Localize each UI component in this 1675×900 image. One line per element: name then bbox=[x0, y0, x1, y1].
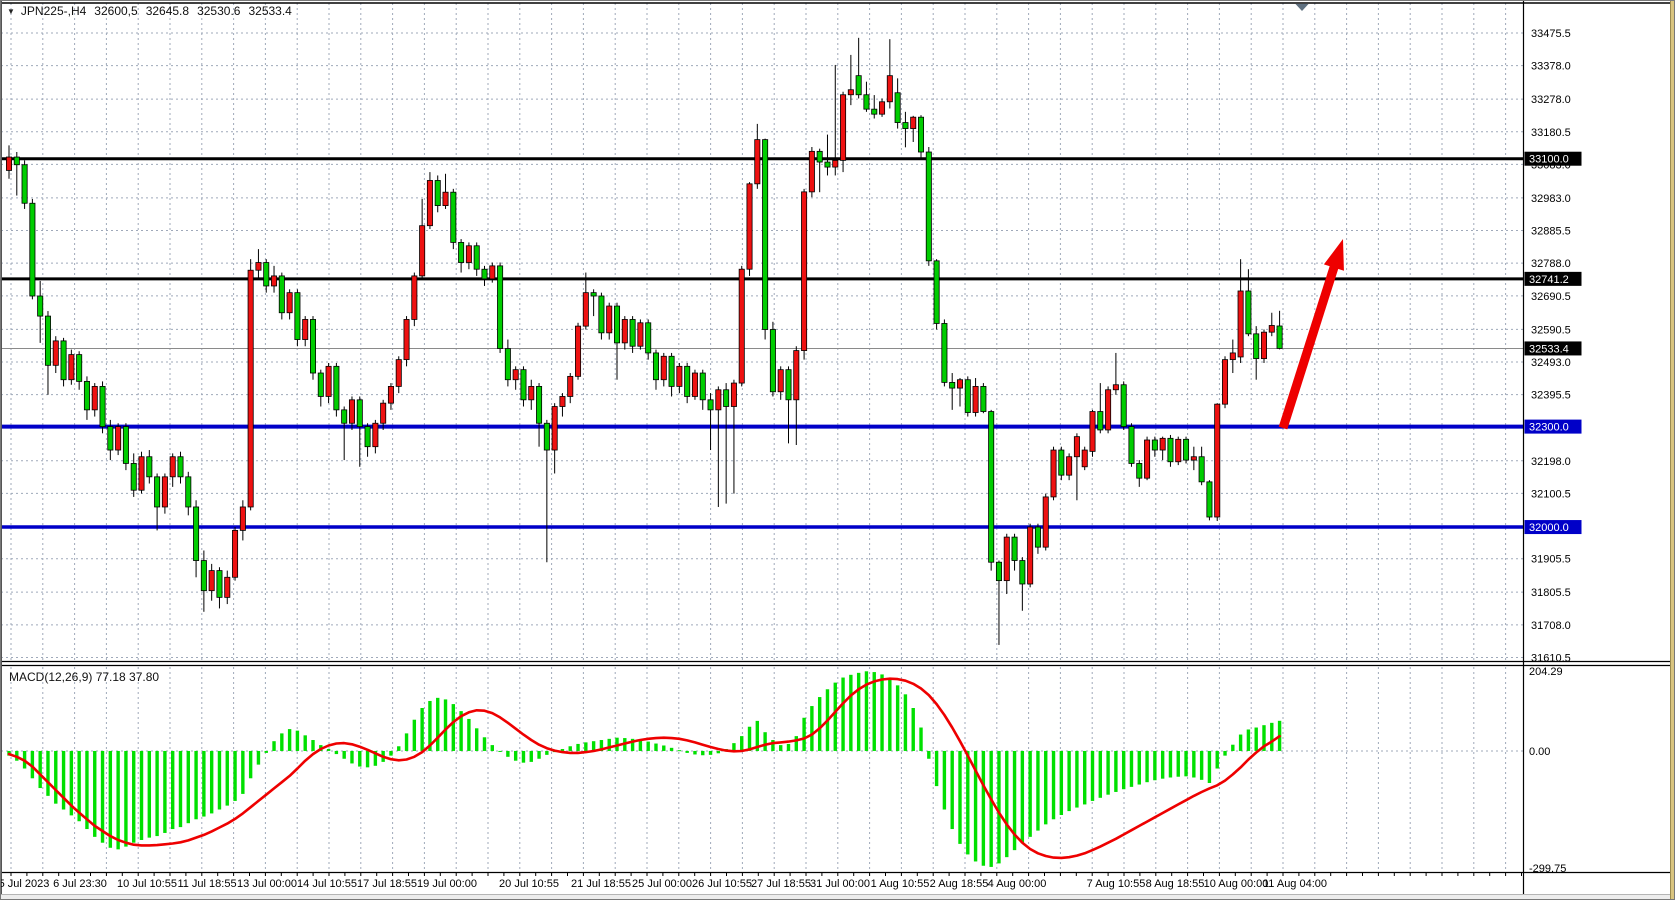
price-axis-label: 31805.5 bbox=[1531, 587, 1571, 599]
macd-layer[interactable] bbox=[7, 671, 1282, 867]
time-axis-label: 14 Jul 10:55 bbox=[297, 878, 357, 890]
price-axis-label: 33475.5 bbox=[1531, 28, 1571, 40]
price-axis-label: 33180.5 bbox=[1531, 127, 1571, 139]
svg-text:32741.2: 32741.2 bbox=[1529, 274, 1569, 286]
time-axis-label: 11 Jul 18:55 bbox=[177, 878, 236, 890]
ohlc-open: 32600,5 bbox=[94, 4, 138, 18]
time-axis-label: 17 Jul 18:55 bbox=[357, 878, 417, 890]
price-axis-label: 32885.5 bbox=[1531, 226, 1571, 238]
grid-layer bbox=[1, 3, 1523, 872]
price-axis-label: 32788.0 bbox=[1531, 258, 1571, 270]
price-tag-32300.0 bbox=[1524, 419, 1582, 434]
ohlc-low: 32530.6 bbox=[197, 4, 241, 18]
symbol-period-label: JPN225-,H4 bbox=[20, 4, 87, 18]
trend-arrow-annotation[interactable] bbox=[1278, 239, 1344, 430]
status-strip bbox=[1, 894, 1674, 899]
time-axis-label: 7 Aug 10:55 bbox=[1087, 878, 1146, 890]
chart-shift-marker-icon bbox=[1295, 4, 1309, 11]
macd-axis: 204.29 0.00 -299.75 bbox=[1529, 666, 1566, 875]
ohlc-close: 32533.4 bbox=[248, 4, 292, 18]
time-axis-label: 27 Jul 18:55 bbox=[751, 878, 811, 890]
macd-signal-line bbox=[7, 677, 1281, 860]
time-axis-label: 11 Aug 04:00 bbox=[1263, 878, 1327, 890]
symbol-dropdown-icon[interactable]: ▼ bbox=[7, 6, 15, 16]
price-axis-label: 31708.0 bbox=[1531, 620, 1571, 632]
time-axis-label: 8 Aug 18:55 bbox=[1146, 878, 1205, 890]
svg-text:32300.0: 32300.0 bbox=[1529, 422, 1569, 434]
time-axis-label: 21 Jul 18:55 bbox=[571, 878, 631, 890]
time-axis-label: 10 Jul 10:55 bbox=[117, 878, 177, 890]
price-tag-33100.0 bbox=[1524, 151, 1582, 166]
price-axis-label: 32395.5 bbox=[1531, 390, 1571, 402]
candles-layer[interactable] bbox=[6, 37, 1283, 645]
time-axis-label: 5 Jul 2023 bbox=[1, 878, 49, 890]
time-axis-label: 2 Aug 18:55 bbox=[930, 878, 989, 890]
ohlc-high: 32645.8 bbox=[145, 4, 190, 18]
price-axis-label: 33378.0 bbox=[1531, 61, 1571, 73]
time-axis-label: 6 Jul 23:30 bbox=[53, 878, 107, 890]
macd-axis-label: 0.00 bbox=[1529, 746, 1550, 758]
time-axis-label: 4 Aug 00:00 bbox=[988, 878, 1047, 890]
chart-title-bar: ▼ JPN225-,H4 32600,5 32645.8 32530.6 325… bbox=[7, 4, 292, 18]
price-axis-label: 32690.5 bbox=[1531, 291, 1571, 303]
price-tag-32741.2 bbox=[1524, 271, 1582, 286]
window-edge-strip[interactable] bbox=[1670, 1, 1674, 899]
price-axis-label: 31610.5 bbox=[1531, 652, 1571, 664]
price-axis-label: 32590.5 bbox=[1531, 324, 1571, 336]
time-axis[interactable]: 5 Jul 2023 6 Jul 23:30 10 Jul 10:55 11 Jul … bbox=[1, 872, 1522, 891]
price-axis-label: 32493.0 bbox=[1531, 357, 1571, 369]
svg-text:32533.4: 32533.4 bbox=[1529, 343, 1569, 355]
time-axis-label: 20 Jul 10:55 bbox=[499, 878, 559, 890]
time-axis-label: 25 Jul 00:00 bbox=[632, 878, 692, 890]
time-axis-label: 1 Aug 10:55 bbox=[871, 878, 930, 890]
price-axis-label: 32983.0 bbox=[1531, 193, 1571, 205]
time-axis-label: 26 Jul 10:55 bbox=[692, 878, 752, 890]
level-lines-layer[interactable] bbox=[1, 157, 1523, 529]
price-axis-label: 33278.0 bbox=[1531, 94, 1571, 106]
price-axis-label: 31905.5 bbox=[1531, 554, 1571, 566]
price-tag-32000.0 bbox=[1524, 520, 1582, 535]
time-axis-label: 31 Jul 00:00 bbox=[810, 878, 870, 890]
price-axis[interactable]: 33475.533378.033278.033180.533083.032983… bbox=[1524, 28, 1582, 665]
macd-axis-label: 204.29 bbox=[1529, 666, 1563, 678]
price-axis-label: 32100.5 bbox=[1531, 488, 1571, 500]
time-axis-label: 19 Jul 00:00 bbox=[417, 878, 477, 890]
macd-axis-label: -299.75 bbox=[1529, 863, 1566, 875]
svg-text:32000.0: 32000.0 bbox=[1529, 522, 1569, 534]
svg-text:33100.0: 33100.0 bbox=[1529, 154, 1569, 166]
time-axis-label: 13 Jul 00:00 bbox=[237, 878, 297, 890]
price-axis-label: 32198.0 bbox=[1531, 456, 1571, 468]
macd-indicator-label: MACD(12,26,9) 77.18 37.80 bbox=[9, 670, 160, 684]
price-tag-32533.4 bbox=[1524, 341, 1582, 356]
time-axis-label: 10 Aug 00:00 bbox=[1204, 878, 1269, 890]
